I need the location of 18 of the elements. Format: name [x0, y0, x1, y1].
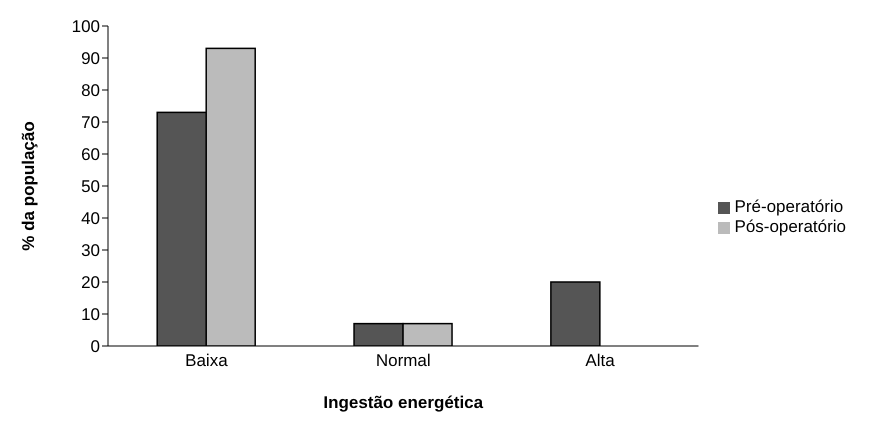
y-tick-label: 10: [81, 305, 100, 324]
y-tick-label: 0: [90, 337, 100, 356]
y-tick-label: 30: [81, 241, 100, 260]
y-tick-label: 40: [81, 209, 100, 228]
y-axis-title: % da população: [19, 121, 38, 251]
legend-label: Pós-operatório: [734, 217, 846, 236]
x-tick-label: Baixa: [185, 351, 228, 370]
x-axis-title: Ingestão energética: [323, 393, 484, 412]
y-tick-label: 80: [81, 81, 100, 100]
x-tick-label: Alta: [585, 351, 616, 370]
x-tick-label: Normal: [376, 351, 431, 370]
legend-label: Pré-operatório: [734, 197, 844, 216]
y-tick-label: 100: [72, 17, 100, 36]
y-tick-label: 50: [81, 177, 100, 196]
y-tick-label: 20: [81, 273, 100, 292]
y-tick-label: 60: [81, 145, 100, 164]
y-tick-label: 90: [81, 49, 100, 68]
y-tick-label: 70: [81, 113, 100, 132]
